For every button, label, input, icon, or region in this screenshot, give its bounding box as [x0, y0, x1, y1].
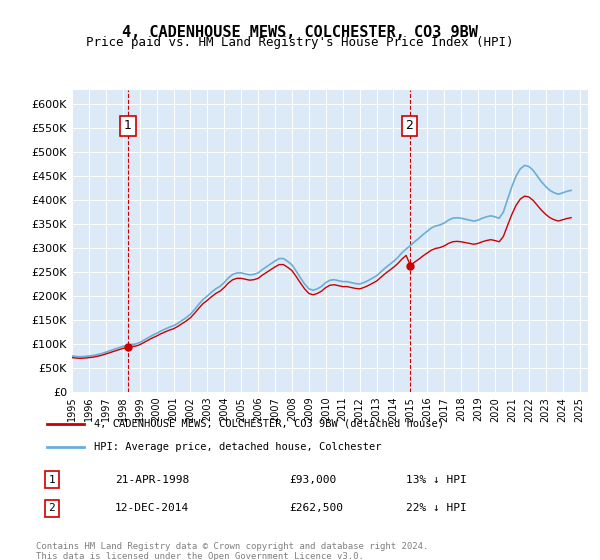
Text: 21-APR-1998: 21-APR-1998 — [115, 474, 190, 484]
Text: Contains HM Land Registry data © Crown copyright and database right 2024.
This d: Contains HM Land Registry data © Crown c… — [36, 542, 428, 560]
Text: 2: 2 — [49, 503, 55, 514]
Text: 2: 2 — [406, 119, 413, 132]
Text: 4, CADENHOUSE MEWS, COLCHESTER, CO3 9BW: 4, CADENHOUSE MEWS, COLCHESTER, CO3 9BW — [122, 25, 478, 40]
Text: 4, CADENHOUSE MEWS, COLCHESTER, CO3 9BW (detached house): 4, CADENHOUSE MEWS, COLCHESTER, CO3 9BW … — [94, 419, 444, 429]
Text: £262,500: £262,500 — [289, 503, 343, 514]
Text: 22% ↓ HPI: 22% ↓ HPI — [406, 503, 466, 514]
Text: 13% ↓ HPI: 13% ↓ HPI — [406, 474, 466, 484]
Text: 1: 1 — [124, 119, 132, 132]
Text: HPI: Average price, detached house, Colchester: HPI: Average price, detached house, Colc… — [94, 442, 382, 452]
Text: £93,000: £93,000 — [289, 474, 337, 484]
Text: 1: 1 — [49, 474, 55, 484]
Text: 12-DEC-2014: 12-DEC-2014 — [115, 503, 190, 514]
Text: Price paid vs. HM Land Registry's House Price Index (HPI): Price paid vs. HM Land Registry's House … — [86, 36, 514, 49]
